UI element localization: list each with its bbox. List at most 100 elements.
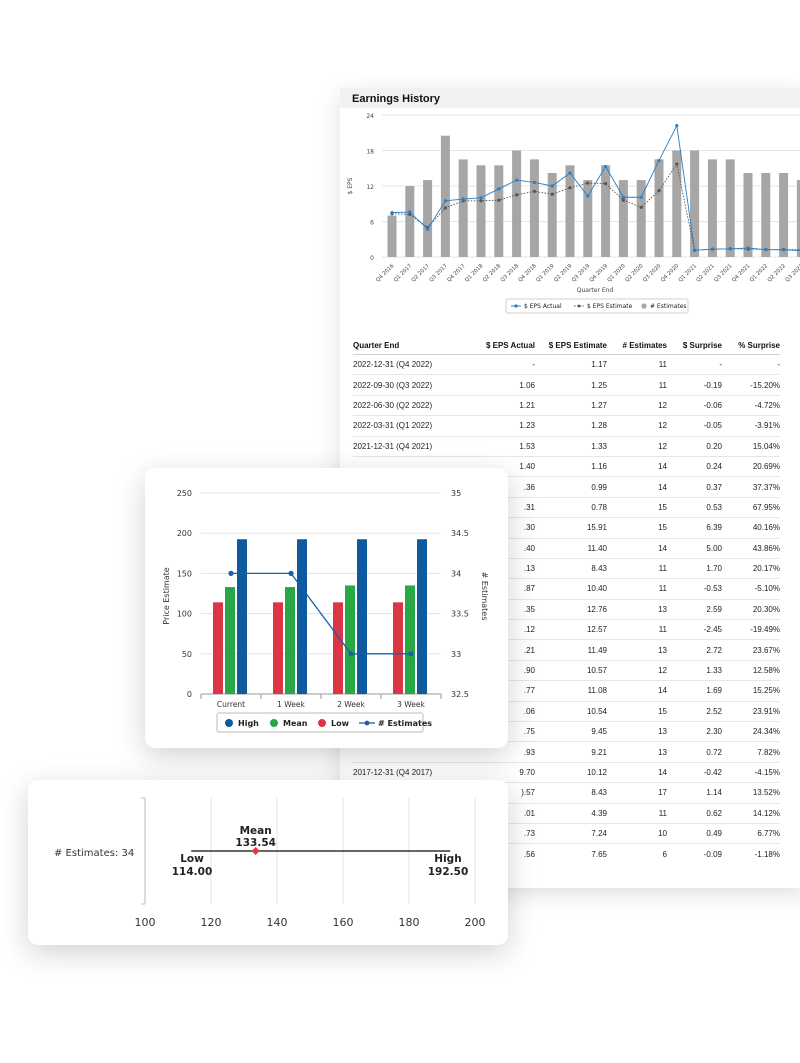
bar-mean	[405, 585, 415, 694]
table-cell: 12.76	[535, 598, 607, 620]
table-cell: 2.52	[667, 700, 722, 722]
estimate-bar	[796, 180, 800, 257]
table-cell: 13	[607, 598, 667, 620]
legend-mean-marker	[270, 719, 278, 727]
estimate-bar	[565, 165, 575, 257]
eps-estimate-point	[532, 189, 536, 193]
table-cell: 12	[607, 394, 667, 416]
table-cell: 2017-12-31 (Q4 2017)	[353, 761, 463, 783]
table-header-cell: $ EPS Estimate	[535, 336, 607, 355]
table-header-cell: % Surprise	[722, 336, 780, 355]
table-cell: 0.24	[667, 455, 722, 477]
table-cell: -5.10%	[722, 578, 780, 600]
table-cell: 6.39	[667, 517, 722, 539]
estimates-line	[231, 572, 411, 655]
bar-high	[417, 539, 427, 694]
estimates-point	[288, 570, 294, 576]
x-tick-label: Q1 2022	[749, 263, 769, 283]
table-cell: 15.25%	[722, 680, 780, 702]
table-cell: 23.91%	[722, 700, 780, 722]
legend: $ EPS Actual $ EPS Estimate # Estimates	[505, 298, 689, 314]
table-cell: 1.53	[463, 435, 535, 457]
bar-mean	[225, 587, 235, 694]
table-cell: 1.33	[667, 659, 722, 681]
table-cell: 0.49	[667, 822, 722, 844]
table-cell: 0.37	[667, 476, 722, 498]
eps-estimate-point	[443, 206, 447, 210]
table-cell: 1.70	[667, 557, 722, 579]
legend-mean-label: Mean	[283, 719, 308, 728]
table-cell: 15	[607, 517, 667, 539]
eps-actual-point	[657, 158, 661, 163]
mean-marker	[251, 847, 260, 855]
table-cell: 9.45	[535, 721, 607, 742]
table-cell: 5.00	[667, 537, 722, 559]
table-cell: 9.21	[535, 741, 607, 763]
eps-actual-point	[515, 178, 519, 182]
table-cell: 11	[607, 353, 667, 375]
table-cell: -	[667, 353, 722, 375]
table-cell: 11	[607, 374, 667, 396]
table-header-cell: Quarter End	[353, 336, 463, 355]
eps-estimate-point	[657, 189, 661, 193]
x-tick-label: Q3 2017	[429, 263, 449, 283]
eps-actual-point	[408, 210, 412, 214]
table-cell: 10.12	[535, 761, 607, 783]
table-cell: 20.69%	[722, 455, 780, 477]
eps-actual-point	[639, 195, 643, 199]
eps-estimate-point	[604, 182, 608, 186]
bar-mean	[285, 587, 295, 694]
table-cell: 17	[607, 782, 667, 804]
table-cell: -2.45	[667, 619, 722, 640]
eps-actual-point	[710, 247, 714, 251]
estimate-bar	[387, 215, 397, 257]
estimate-bar	[672, 150, 682, 257]
estimate-bar	[654, 159, 664, 257]
x-tick-label: 3 Week	[397, 700, 425, 709]
x-tick-label: 200	[465, 916, 486, 929]
estimate-bar	[440, 135, 450, 257]
bar-low	[333, 602, 343, 694]
eps-estimate-point	[408, 212, 412, 216]
table-cell: 0.78	[535, 496, 607, 518]
table-cell: 12.58%	[722, 659, 780, 681]
x-tick-label: Current	[217, 700, 245, 709]
estimate-bar	[494, 165, 504, 257]
mean-label: Mean	[240, 825, 272, 837]
table-header-cell: $ EPS Actual	[463, 336, 535, 355]
estimate-bar	[618, 180, 628, 257]
table-cell: -4.72%	[722, 394, 780, 416]
y2-axis-label: # Estimates	[480, 572, 489, 621]
x-tick-label: 140	[267, 916, 288, 929]
legend-estimates-marker	[364, 720, 370, 726]
table-cell: 1.23	[463, 415, 535, 437]
y-tick-label: 250	[177, 489, 192, 498]
table-row: 2022-12-31 (Q4 2022) -1.17 11- -	[353, 353, 780, 375]
table-cell: 1.25	[535, 374, 607, 396]
table-cell: 11.08	[535, 680, 607, 702]
table-cell: 11.49	[535, 639, 607, 661]
estimates-point	[408, 651, 414, 657]
x-tick-label: Q2 2017	[411, 263, 431, 283]
table-cell: 1.14	[667, 782, 722, 804]
low-value: 114.00	[172, 866, 213, 878]
table-row: 2022-03-31 (Q1 2022) 1.23 1.28 12 -0.05 -3.91…	[353, 415, 780, 437]
table-cell: -0.09	[667, 843, 722, 864]
table-cell: 10.54	[535, 700, 607, 722]
estimate-range-card: 100 120 140 160 180 200 # Estimates: 34 Mean 133…	[28, 780, 508, 945]
table-cell: 11.40	[535, 537, 607, 559]
bar-low	[213, 602, 223, 694]
mean-value: 133.54	[235, 837, 276, 849]
eps-actual-point	[693, 248, 697, 252]
table-cell: -	[722, 353, 780, 375]
x-tick-label: Q1 2017	[393, 263, 413, 283]
table-cell: 1.69	[667, 680, 722, 702]
table-cell: 0.62	[667, 802, 722, 824]
bar-low	[273, 602, 283, 694]
table-cell: 14.12%	[722, 802, 780, 824]
table-cell: 11	[607, 557, 667, 579]
table-cell: 7.65	[535, 843, 607, 864]
estimate-bar	[458, 159, 468, 257]
high-value: 192.50	[428, 866, 469, 878]
